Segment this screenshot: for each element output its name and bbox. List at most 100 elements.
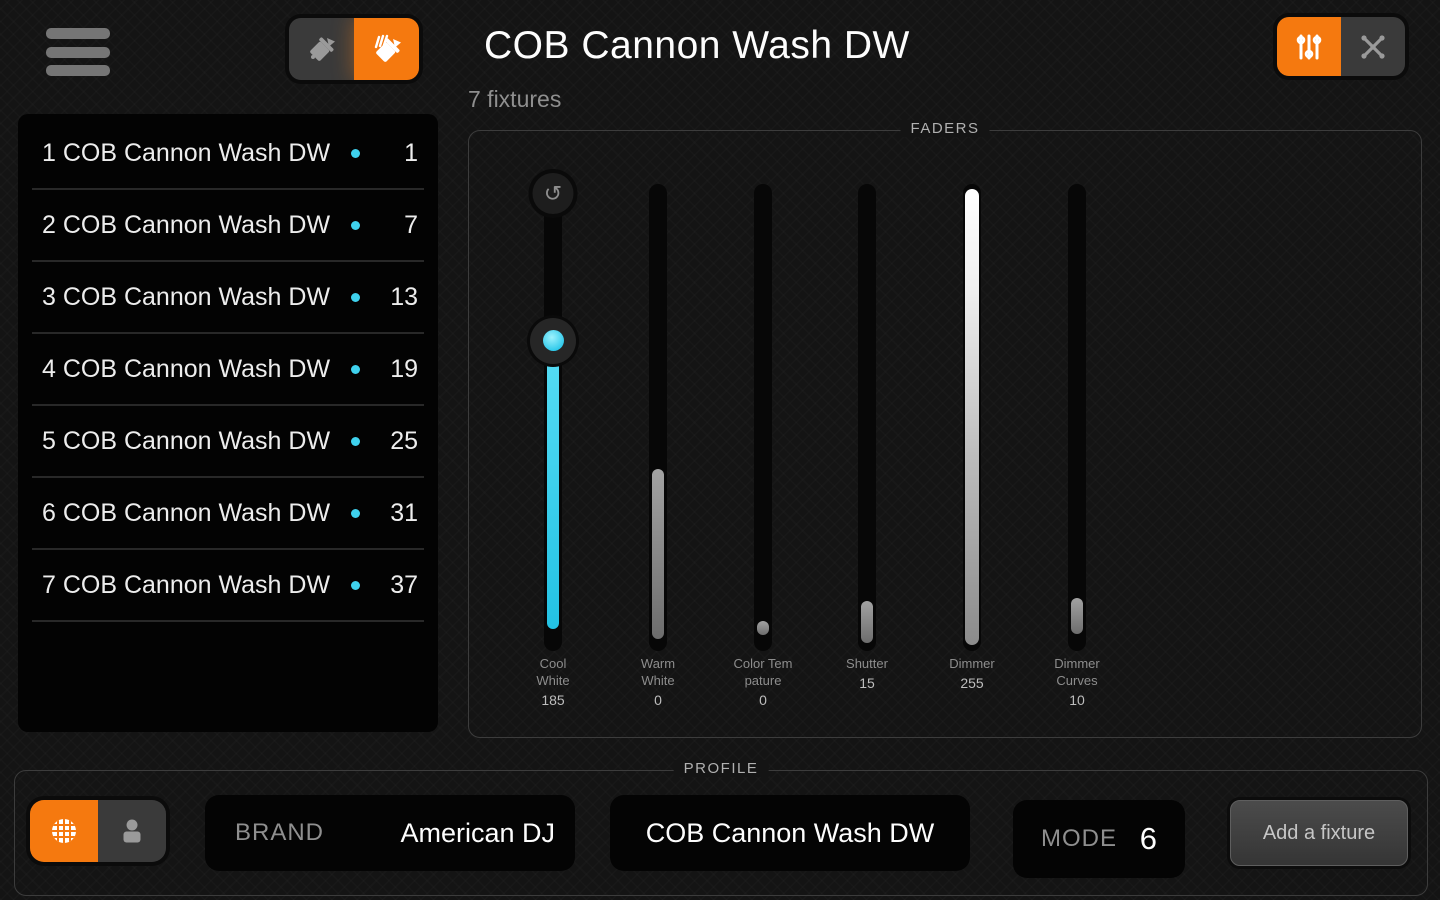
fader-value: 15 [859,675,875,691]
fixture-dmx-address: 37 [390,570,418,599]
fader-caption: Color Tem pature 0 [711,655,815,708]
fader-color-tempature: Color Tem pature 0 [711,131,815,737]
fader-track[interactable]: ↺ [530,173,576,651]
fader-caption: Dimmer 255 [920,655,1024,691]
profile-panel: PROFILE [14,760,1428,896]
fixture-row[interactable]: 5 COB Cannon Wash DW 25 [32,406,424,478]
fader-caption: Shutter 15 [815,655,919,691]
profile-source-toggle [30,800,166,862]
move-arrows-icon [1356,30,1390,64]
fader-label: Warm [640,656,676,671]
mode-field[interactable]: MODE 6 [1013,800,1185,878]
fader-label: Dimmer [949,656,995,671]
fixture-row-label: 2 COB Cannon Wash DW [42,210,331,239]
paint-single-button[interactable] [289,18,354,80]
faders-panel-legend: FADERS [900,120,990,137]
fader-caption: Warm White 0 [606,655,710,708]
fader-fill [1071,598,1083,635]
fixture-row[interactable]: 2 COB Cannon Wash DW 7 [32,190,424,262]
fader-track[interactable] [1068,184,1086,651]
fixture-name-value: COB Cannon Wash DW [645,817,935,848]
patched-status-dot [351,292,360,302]
mode-label: MODE [1041,825,1117,852]
fader-knob[interactable] [530,317,576,364]
fader-warm-white: Warm White 0 [606,131,710,737]
fader-caption: Cool White 185 [501,655,605,708]
globe-icon [46,813,82,849]
move-view-button[interactable] [1341,17,1405,76]
paint-bucket-multi-icon [369,31,405,67]
paint-all-button[interactable] [354,18,419,80]
fixture-row-label: 4 COB Cannon Wash DW [42,354,331,383]
fixture-row-label: 6 COB Cannon Wash DW [42,498,331,527]
reset-undo-icon[interactable]: ↺ [532,173,574,214]
fader-label: Cool [539,656,567,671]
patched-status-dot [351,580,360,590]
fader-fill [757,621,769,636]
faders-panel: FADERS ↺ Cool White 185 Warm White 0 Color Tem p… [468,120,1422,738]
faders-icon [1292,30,1326,64]
fixture-row-label: 7 COB Cannon Wash DW [42,570,331,599]
fixture-row-label: 3 COB Cannon Wash DW [42,282,331,311]
fader-dimmer: Dimmer 255 [920,131,1024,737]
fader-value: 185 [541,692,565,708]
fader-label: Dimmer [1054,656,1100,671]
fader-label: White [536,673,570,688]
add-fixture-button[interactable]: Add a fixture [1230,800,1408,866]
fixture-dmx-address: 19 [390,354,418,383]
fader-caption: Dimmer Curves 10 [1025,655,1129,708]
mode-value: 6 [1139,821,1157,856]
brand-label: BRAND [235,819,325,846]
fixture-row-label: 5 COB Cannon Wash DW [42,426,331,455]
fader-label: Shutter [846,656,888,671]
fixture-row[interactable]: 6 COB Cannon Wash DW 31 [32,478,424,550]
fader-value: 0 [654,692,662,708]
patched-status-dot [351,364,360,374]
faders-view-button[interactable] [1277,17,1341,76]
page-title: COB Cannon Wash DW [484,24,910,67]
fixture-list: 1 COB Cannon Wash DW 1 2 COB Cannon Wash D… [18,114,438,732]
patched-status-dot [351,508,360,518]
fader-shutter: Shutter 15 [815,131,919,737]
profile-panel-legend: PROFILE [673,760,769,777]
view-mode-toggle [1277,17,1405,76]
fixture-dmx-address: 13 [390,282,418,311]
fader-fill [652,468,664,639]
fader-dimmer-curves: Dimmer Curves 10 [1025,131,1129,737]
fader-track[interactable] [649,184,667,651]
fixture-count: 7 fixtures [468,86,562,112]
fader-value: 0 [759,692,767,708]
fixture-dmx-address: 7 [404,210,418,239]
paint-mode-toggle [289,18,419,80]
fixture-row-label: 1 COB Cannon Wash DW [42,138,331,167]
fader-value: 255 [960,675,984,691]
fader-fill [861,601,873,644]
patched-status-dot [351,220,360,230]
patched-status-dot [351,148,360,158]
fader-label: Color Tem [733,656,793,671]
fixture-row[interactable]: 7 COB Cannon Wash DW 37 [32,550,424,622]
brand-field[interactable]: BRAND American DJ [205,795,575,871]
fixture-dmx-address: 25 [390,426,418,455]
fader-cool-white: ↺ Cool White 185 [501,131,605,737]
brand-value: American DJ [400,817,555,848]
hamburger-menu-icon[interactable] [46,28,110,76]
fixture-dmx-address: 1 [404,138,418,167]
fader-value: 10 [1069,692,1085,708]
paint-bucket-icon [304,31,340,67]
fixture-row[interactable]: 3 COB Cannon Wash DW 13 [32,262,424,334]
fixture-row[interactable]: 1 COB Cannon Wash DW 1 [32,118,424,190]
online-library-button[interactable] [30,800,98,862]
patched-status-dot [351,436,360,446]
fixture-name-field[interactable]: COB Cannon Wash DW [610,795,970,871]
fader-track[interactable] [754,184,772,651]
fixture-row[interactable]: 4 COB Cannon Wash DW 19 [32,334,424,406]
user-profiles-button[interactable] [98,800,166,862]
fixture-dmx-address: 31 [390,498,418,527]
fader-label: Curves [1056,673,1098,688]
person-icon [115,814,149,848]
fader-track[interactable] [963,184,981,651]
fader-label: pature [744,673,782,688]
fader-track[interactable] [858,184,876,651]
